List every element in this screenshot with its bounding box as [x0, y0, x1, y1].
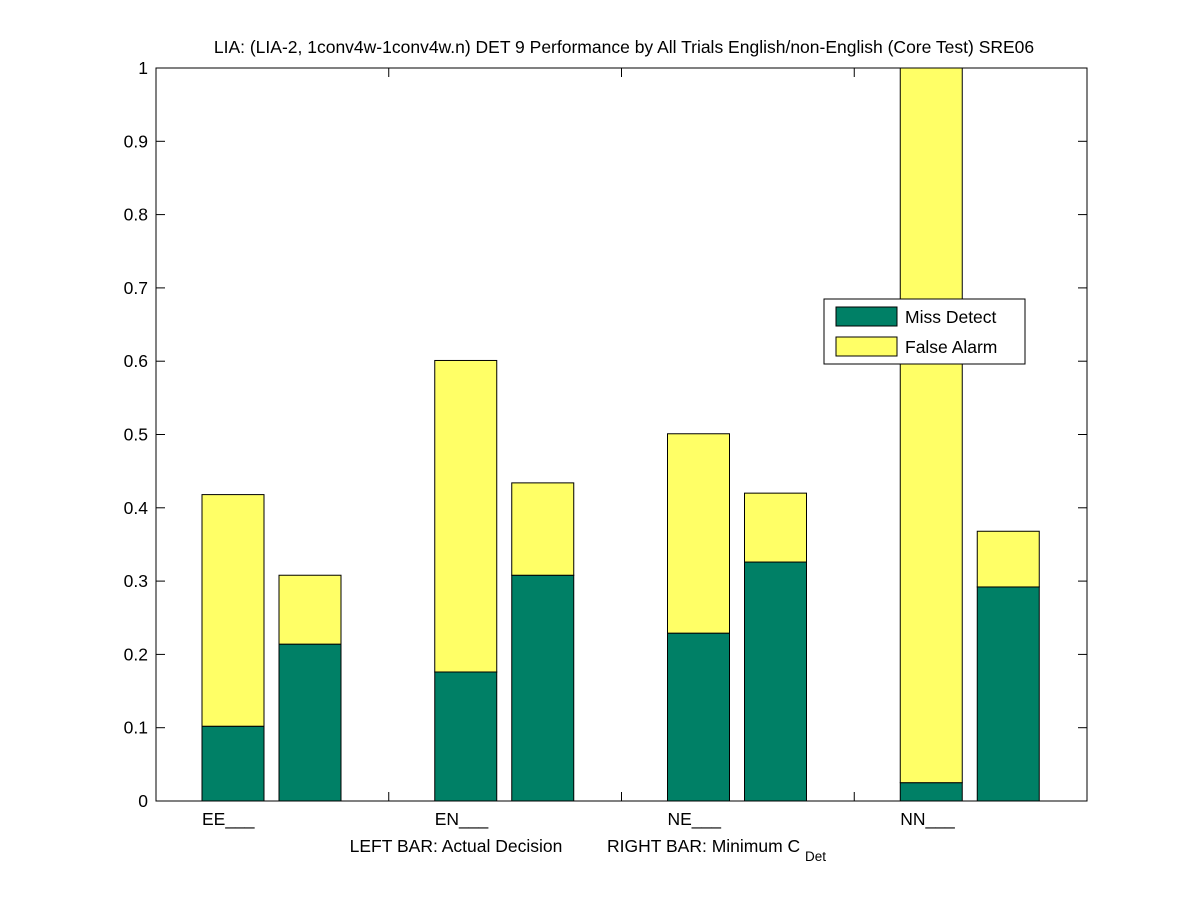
- y-tick-labels: 0 0.1 0.2 0.3 0.4 0.5 0.6 0.7 0.8 0.9 1: [124, 58, 149, 811]
- axes-frame: [155, 67, 1088, 802]
- x-axis-label-right-subscript: Det: [805, 849, 826, 864]
- legend-label-false-alarm: False Alarm: [905, 337, 997, 357]
- legend: Miss Detect False Alarm: [823, 298, 1026, 365]
- bar-nn-right-bar-false-alarm: [976, 530, 1040, 588]
- y-tick-label: 0.2: [124, 644, 148, 664]
- bar-ee-right-bar-miss-detect: [278, 643, 342, 802]
- bar-ne-right-bar-miss-detect: [744, 561, 807, 802]
- x-tick-label-ne: NE___: [668, 809, 722, 830]
- bar-ee-right-bar-false-alarm: [278, 574, 342, 645]
- bar-en-right-bar-false-alarm: [511, 482, 575, 576]
- y-tick-label: 0.5: [124, 425, 148, 445]
- y-tick-label: 1: [138, 58, 148, 78]
- y-tick-label: 0.4: [124, 498, 149, 518]
- x-axis-label-left: LEFT BAR: Actual Decision: [350, 836, 563, 856]
- bar-en-right-bar-miss-detect: [511, 574, 575, 802]
- legend-swatch-miss-detect: [835, 306, 898, 327]
- y-tick-label: 0: [138, 791, 148, 811]
- bar-ee-left-bar-false-alarm: [201, 494, 265, 727]
- chart-title: LIA: (LIA-2, 1conv4w-1conv4w.n) DET 9 Pe…: [214, 37, 1034, 57]
- bars-group: [201, 67, 1040, 802]
- legend-swatch-false-alarm: [835, 336, 898, 357]
- y-tick-label: 0.9: [124, 131, 148, 151]
- y-tick-label: 0.6: [124, 351, 148, 371]
- bar-ne-right-bar-false-alarm: [744, 492, 807, 563]
- x-tick-labels: EE___ EN___ NE___ NN___: [202, 809, 955, 830]
- x-tick-label-nn: NN___: [900, 809, 955, 830]
- x-tick-label-ee: EE___: [202, 809, 255, 830]
- bar-nn-right-bar-miss-detect: [976, 586, 1040, 802]
- bar-ne-left-bar-miss-detect: [667, 632, 730, 802]
- bar-nn-left-bar-false-alarm: [899, 67, 963, 784]
- bar-nn-left-bar-miss-detect: [899, 782, 963, 802]
- y-tick-label: 0.1: [124, 718, 148, 738]
- bar-en-left-bar-false-alarm: [434, 359, 498, 673]
- x-axis-label-right-main: RIGHT BAR: Minimum C: [607, 836, 800, 856]
- bar-en-left-bar-miss-detect: [434, 671, 498, 802]
- bar-ee-left-bar-miss-detect: [201, 725, 265, 802]
- x-axis-label-right: RIGHT BAR: Minimum C Det: [607, 836, 826, 864]
- y-tick-label: 0.7: [124, 278, 148, 298]
- y-tick-label: 0.8: [124, 205, 148, 225]
- legend-label-miss-detect: Miss Detect: [905, 307, 997, 327]
- x-tick-label-en: EN___: [435, 809, 489, 830]
- bar-ne-left-bar-false-alarm: [667, 433, 730, 634]
- y-tick-label: 0.3: [124, 571, 148, 591]
